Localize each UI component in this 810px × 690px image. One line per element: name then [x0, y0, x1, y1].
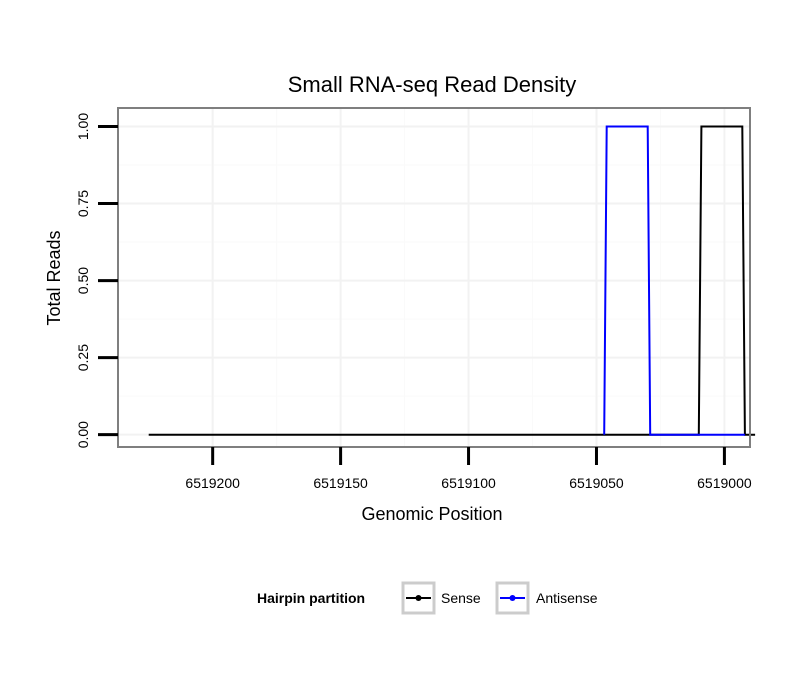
- y-tick-label-0: 0.00: [75, 421, 91, 448]
- x-tick-label-3: 6519050: [569, 475, 624, 491]
- series-layer: [148, 125, 756, 436]
- legend-label-sense: Sense: [441, 590, 481, 606]
- series-line-antisense: [603, 125, 745, 436]
- legend-label-antisense: Antisense: [536, 590, 598, 606]
- y-tick-label-1: 0.25: [75, 344, 91, 371]
- legend-item-antisense: Antisense: [495, 581, 598, 615]
- x-tick-label-1: 6519150: [313, 475, 368, 491]
- x-ticks: 6519200 6519150 6519100 6519050 6519000: [185, 447, 752, 491]
- x-tick-label-2: 6519100: [441, 475, 496, 491]
- y-tick-label-3: 0.75: [75, 190, 91, 217]
- series-line-sense: [148, 125, 756, 436]
- panel-border: [117, 107, 751, 448]
- legend-point-antisense: [509, 595, 516, 601]
- chart-title: Small RNA-seq Read Density: [288, 72, 577, 97]
- legend-point-sense: [415, 595, 422, 601]
- legend-title: Hairpin partition: [257, 590, 365, 606]
- panel-background: [118, 108, 750, 447]
- y-tick-label-4: 1.00: [75, 113, 91, 140]
- y-tick-label-2: 0.50: [75, 267, 91, 294]
- x-tick-label-4: 6519000: [697, 475, 752, 491]
- legend: Hairpin partition Sense Antisense: [257, 581, 598, 615]
- x-tick-label-0: 6519200: [185, 475, 240, 491]
- y-ticks: 0.00 0.25 0.50 0.75 1.00: [75, 113, 118, 448]
- legend-item-sense: Sense: [401, 581, 481, 615]
- y-axis-title: Total Reads: [44, 230, 64, 325]
- x-axis-title: Genomic Position: [361, 504, 502, 524]
